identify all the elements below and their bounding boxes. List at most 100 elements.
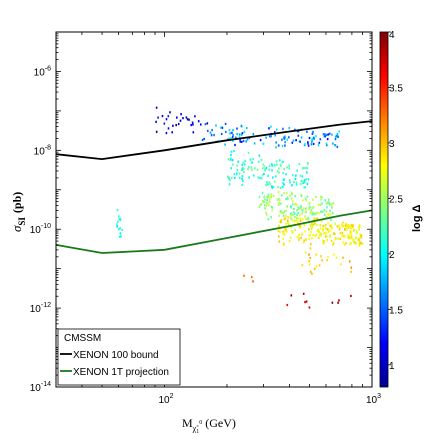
scatter-point-5 (355, 236, 358, 239)
scatter-point-2 (234, 143, 236, 147)
scatter-point-3 (292, 174, 294, 177)
scatter-point-1 (175, 124, 177, 127)
scatter-point-5 (330, 224, 333, 227)
scatter-point-4 (307, 218, 310, 221)
y-tick-label-exponent: -14 (41, 381, 51, 388)
scatter-point-2 (240, 140, 243, 143)
scatter-point-5 (299, 214, 301, 217)
scatter-point-2 (288, 127, 291, 130)
scatter-point-4 (258, 195, 261, 199)
scatter-point-4 (289, 194, 291, 197)
scatter-point-1 (192, 131, 195, 134)
plot-frame (55, 31, 373, 388)
scatter-point-3 (299, 174, 302, 177)
scatter-point-2 (252, 133, 255, 136)
scatter-point-3 (249, 158, 252, 161)
scatter-point-3 (305, 178, 308, 181)
scatter-point-5 (296, 219, 298, 222)
scatter-point-3 (247, 168, 249, 171)
scatter-point-5 (291, 230, 293, 233)
scatter-point-4 (323, 208, 326, 212)
scatter-point-5 (298, 238, 300, 241)
colorbar-tick-label: 2.5 (389, 194, 403, 205)
scatter-point-5 (318, 230, 320, 233)
scatter-point-3 (228, 176, 230, 179)
scatter-point-5 (311, 225, 314, 229)
scatter-point-5 (324, 224, 327, 227)
scatter-point-5 (349, 243, 351, 246)
scatter-point-6 (309, 247, 312, 250)
scatter-point-5 (298, 233, 300, 236)
scatter-point-4 (296, 209, 298, 212)
scatter-point-2 (297, 130, 299, 133)
scatter-point-4 (269, 198, 271, 201)
scatter-point-6 (327, 255, 329, 259)
scatter-point-5 (325, 232, 328, 235)
scatter-point-5 (293, 220, 295, 223)
scatter-point-5 (337, 237, 339, 240)
scatter-point-4 (283, 191, 285, 195)
scatter-point-2 (297, 134, 300, 137)
scatter-point-5 (342, 221, 344, 224)
scatter-point-5 (316, 217, 319, 220)
x-axis-label-part: (GeV) (205, 416, 236, 430)
scatter-point-2 (262, 142, 265, 145)
scatter-point-5 (320, 233, 323, 236)
scatter-point-2 (325, 134, 328, 137)
scatter-point-4 (328, 202, 330, 205)
scatter-point-2 (312, 130, 315, 133)
scatter-point-5 (288, 223, 290, 226)
scatter-point-4 (321, 196, 323, 199)
scatter-point-5 (361, 242, 364, 245)
scatter-point-3 (291, 184, 293, 187)
scatter-point-5 (294, 228, 296, 232)
scatter-point-4 (301, 208, 303, 211)
scatter-point-4 (262, 200, 265, 203)
scatter-point-5 (350, 235, 353, 238)
scatter-point-4 (310, 212, 313, 215)
scatter-point-4 (306, 218, 309, 221)
scatter-point-3 (275, 160, 278, 163)
colorbar-tick-label: 2 (389, 250, 395, 261)
scatter-point-5 (278, 240, 281, 243)
scatter-point-4 (302, 199, 304, 202)
scatter-point-4 (303, 207, 305, 210)
scatter-point-4 (259, 203, 262, 207)
x-tick-label-base: 10 (158, 395, 170, 406)
scatter-point-2 (326, 144, 328, 147)
scatter-point-5 (299, 226, 302, 229)
scatter-point-1 (176, 116, 178, 119)
scatter-point-5 (352, 229, 355, 232)
scatter-point-2 (327, 133, 329, 136)
scatter-point-5 (354, 237, 357, 240)
scatter-point-5 (287, 219, 289, 222)
scatter-point-2 (228, 137, 230, 140)
scatter-point-4 (329, 209, 331, 212)
scatter-point-2 (308, 136, 311, 140)
scatter-point-2 (229, 132, 231, 135)
scatter-point-2 (259, 139, 262, 142)
scatter-point-3 (278, 167, 280, 170)
scatter-point-4 (267, 218, 270, 221)
scatter-point-4 (278, 201, 281, 205)
scatter-point-1 (188, 118, 190, 121)
scatter-point-3 (227, 158, 230, 161)
scatter-point-3 (288, 179, 291, 182)
scatter-point-4 (263, 195, 265, 198)
scatter-point-3 (233, 149, 235, 153)
scatter-point-5 (341, 225, 344, 228)
bound-line-xenon1t (55, 209, 373, 254)
scatter-point-2 (239, 138, 241, 141)
scatter-point-3 (257, 176, 259, 179)
scatter-point-1 (155, 120, 157, 123)
scatter-point-6 (315, 265, 318, 268)
legend-entry-label: XENON 100 bound (73, 350, 159, 361)
scatter-point-5 (358, 237, 360, 240)
scatter-point-2 (275, 141, 277, 144)
scatter-point-2 (307, 144, 310, 147)
scatter-point-2 (337, 135, 339, 138)
scatter-point-5 (310, 231, 312, 234)
scatter-point-4 (260, 203, 263, 206)
scatter-point-3 (265, 167, 268, 170)
